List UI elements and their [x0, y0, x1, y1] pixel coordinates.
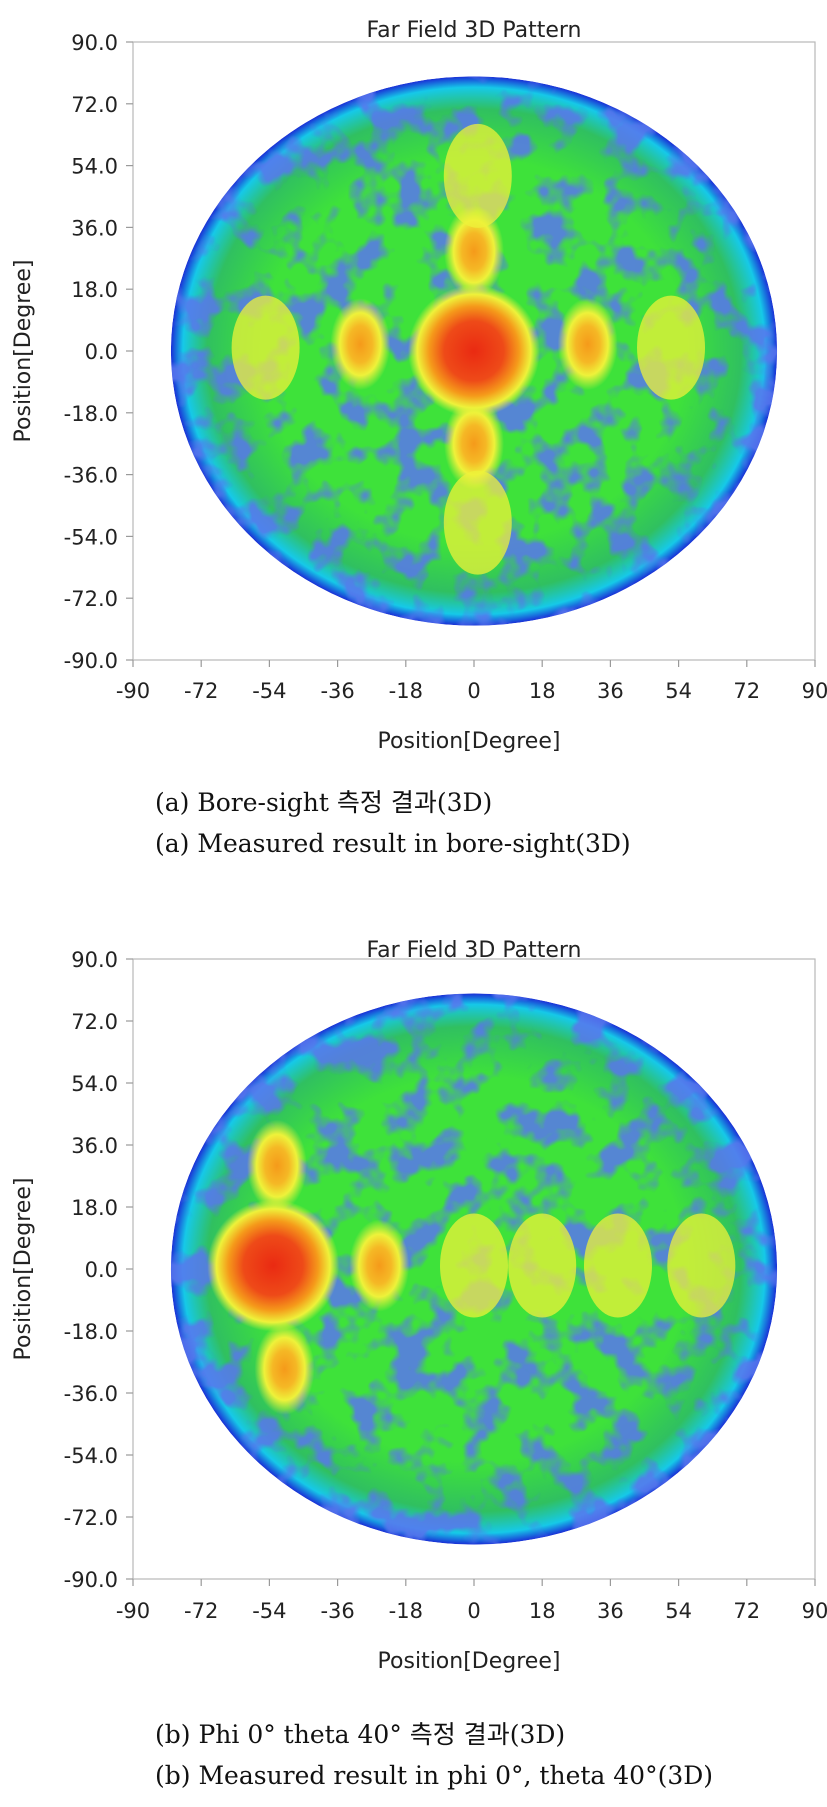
x-tick-label: 90: [802, 679, 827, 703]
y-tick-label: 72.0: [71, 93, 118, 117]
y-tick-label: -54.0: [64, 525, 118, 549]
chart-b: Far Field 3D Pattern-90 -72 -54 -36 -18 0 18 36…: [11, 938, 827, 1674]
y-tick-label: 90.0: [71, 31, 118, 55]
y-tick-label: -54.0: [64, 1444, 118, 1468]
caption-a-korean: (a) Bore-sight 측정 결과(3D): [155, 788, 493, 817]
y-tick-label: 72.0: [71, 1010, 118, 1034]
y-tick-label: -36.0: [64, 1382, 118, 1406]
x-tick-label: -18: [389, 1599, 423, 1623]
chart-a: Far Field 3D Pattern -90 -72 -54 -36 -18 0 18 36…: [11, 18, 827, 754]
y-tick-label: 0.0: [85, 1258, 118, 1282]
x-tick-label: 36: [597, 679, 624, 703]
x-tick-label: 90: [802, 1599, 827, 1623]
x-tick-label: -54: [252, 1599, 286, 1623]
x-tick-label: 0: [467, 679, 480, 703]
x-tick-label: -72: [184, 679, 218, 703]
y-axis-label: Position[Degree]: [11, 1178, 36, 1361]
x-axis-label: Position[Degree]: [378, 1649, 561, 1674]
x-tick-label: 72: [733, 1599, 760, 1623]
x-tick-label: 54: [665, 679, 692, 703]
side-lobe-4: [508, 1213, 577, 1318]
side-lobe-0: [349, 1219, 410, 1312]
y-tick-label: -72.0: [64, 587, 118, 611]
y-tick-label: -90.0: [64, 649, 118, 673]
side-lobe-2: [246, 1119, 307, 1212]
y-tick-label: -72.0: [64, 1506, 118, 1530]
main-beam: [207, 1199, 340, 1332]
x-tick-label: -18: [389, 679, 423, 703]
x-tick-label: 36: [597, 1599, 624, 1623]
side-lobe-1: [557, 298, 618, 391]
side-lobe-0: [330, 298, 391, 391]
caption-b-korean: (b) Phi 0° theta 40° 측정 결과(3D): [155, 1720, 566, 1749]
side-lobe-5: [583, 1213, 652, 1318]
y-tick-label: -36.0: [64, 464, 118, 488]
y-tick-label: 36.0: [71, 1134, 118, 1158]
y-tick-label: -18.0: [64, 402, 118, 426]
x-tick-label: -36: [320, 679, 354, 703]
side-lobe-6: [667, 1213, 736, 1318]
y-tick-label: 18.0: [71, 278, 118, 302]
side-lobe-3: [444, 397, 504, 490]
y-tick-label: 90.0: [71, 948, 118, 972]
x-tick-label: 18: [529, 1599, 556, 1623]
side-lobe-3: [440, 1213, 508, 1318]
x-tick-label: 18: [529, 679, 556, 703]
y-tick-label: -18.0: [64, 1320, 118, 1344]
x-tick-label: -90: [116, 1599, 150, 1623]
x-tick-label: 72: [733, 679, 760, 703]
caption-a-english: (a) Measured result in bore-sight(3D): [155, 829, 631, 858]
y-tick-label: 54.0: [71, 1072, 118, 1096]
figure-a: Far Field 3D Pattern -90 -72 -54 -36 -18 0 18 36…: [11, 18, 827, 858]
side-lobe-1: [254, 1322, 315, 1415]
x-tick-label: 0: [467, 1599, 480, 1623]
x-tick-label: -90: [116, 679, 150, 703]
x-axis-label: Position[Degree]: [378, 729, 561, 754]
chart-title: Far Field 3D Pattern: [366, 18, 581, 43]
x-tick-label: 54: [665, 1599, 692, 1623]
y-tick-label: 54.0: [71, 155, 118, 179]
x-tick-label: -36: [320, 1599, 354, 1623]
x-tick-label: -72: [184, 1599, 218, 1623]
side-lobe-7: [443, 470, 512, 575]
side-lobe-4: [231, 295, 300, 400]
y-tick-label: 0.0: [85, 340, 118, 364]
caption-b-english: (b) Measured result in phi 0°, theta 40°…: [155, 1761, 714, 1790]
figure-b: Far Field 3D Pattern -90 -72 -54 -36 -18 0 18 36…: [0, 930, 827, 1807]
main-beam: [408, 285, 540, 417]
pattern-disc: [170, 76, 778, 626]
y-axis-label: Position[Degree]: [11, 260, 36, 443]
y-tick-label: 36.0: [71, 216, 118, 240]
x-tick-label: -54: [252, 679, 286, 703]
side-lobe-5: [637, 295, 706, 400]
y-tick-label: 18.0: [71, 1196, 118, 1220]
side-lobe-6: [443, 123, 512, 228]
y-tick-label: -90.0: [64, 1568, 118, 1592]
pattern-disc: [170, 993, 778, 1545]
side-lobe-2: [444, 205, 504, 298]
